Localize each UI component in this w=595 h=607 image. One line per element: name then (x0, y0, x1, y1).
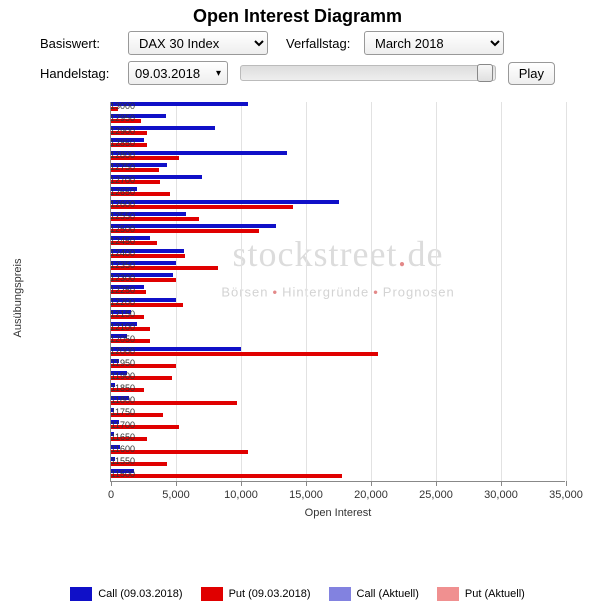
bar-call (111, 224, 276, 228)
legend-item: Call (09.03.2018) (70, 587, 182, 601)
plot-area: stockstreet.de Börsen•Hintergründe•Progn… (110, 102, 565, 482)
y-tick-label: 12900 (110, 126, 135, 136)
y-tick-label: 12700 (110, 175, 135, 185)
y-tick-label: 12200 (110, 297, 135, 307)
legend-item: Put (09.03.2018) (201, 587, 311, 601)
y-tick-label: 11600 (111, 444, 135, 454)
y-tick-label: 12000 (110, 346, 135, 356)
y-tick-label: 11900 (111, 371, 135, 381)
basiswert-label: Basiswert: (40, 36, 120, 51)
legend-swatch (329, 587, 351, 601)
y-tick-label: 11650 (111, 432, 135, 442)
legend-label: Call (09.03.2018) (98, 588, 182, 600)
chevron-down-icon: ▾ (216, 68, 221, 79)
x-tick-label: 20,000 (354, 489, 388, 501)
y-tick-label: 11550 (111, 456, 135, 466)
bar-call (111, 200, 339, 204)
legend-label: Call (Aktuell) (357, 588, 419, 600)
x-tick-label: 15,000 (289, 489, 323, 501)
y-tick-label: 12100 (110, 322, 135, 332)
y-tick-label: 12450 (110, 236, 135, 246)
legend-label: Put (Aktuell) (465, 588, 525, 600)
slider-handle[interactable] (477, 64, 493, 82)
watermark-tagline: Börsen•Hintergründe•Prognosen (221, 284, 454, 299)
y-tick-label: 12550 (110, 211, 135, 221)
y-tick-label: 11700 (111, 420, 135, 430)
legend-label: Put (09.03.2018) (229, 588, 311, 600)
chart-area: Ausübungspreis stockstreet.de Börsen•Hin… (0, 92, 595, 532)
verfallstag-select[interactable]: March 2018 (364, 31, 504, 55)
timeline-slider[interactable] (240, 65, 496, 81)
y-tick-label: 11800 (111, 395, 135, 405)
x-tick-label: 25,000 (419, 489, 453, 501)
bar-put (111, 352, 378, 356)
y-tick-label: 12500 (110, 224, 135, 234)
y-tick-label: 12950 (110, 113, 135, 123)
y-tick-label: 11950 (111, 358, 135, 368)
y-tick-label: 11850 (111, 383, 135, 393)
y-tick-label: 12800 (110, 150, 135, 160)
x-tick-label: 5,000 (162, 489, 190, 501)
x-tick-label: 10,000 (224, 489, 258, 501)
y-tick-label: 12850 (110, 138, 135, 148)
legend-swatch (437, 587, 459, 601)
y-tick-label: 12600 (110, 199, 135, 209)
x-tick-label: 0 (108, 489, 114, 501)
y-tick-label: 12150 (110, 309, 135, 319)
legend-item: Put (Aktuell) (437, 587, 525, 601)
y-tick-label: 11750 (111, 407, 135, 417)
verfallstag-label: Verfallstag: (286, 36, 356, 51)
legend-item: Call (Aktuell) (329, 587, 419, 601)
legend: Call (09.03.2018) Put (09.03.2018) Call (A… (0, 587, 595, 601)
y-tick-label: 12750 (110, 162, 135, 172)
y-axis-label: Ausübungspreis (12, 259, 24, 338)
bar-put (111, 474, 342, 478)
x-axis-label: Open Interest (305, 507, 372, 519)
handelstag-date-select[interactable]: 09.03.2018▾ (128, 61, 228, 85)
bar-put (111, 205, 293, 209)
y-tick-label: 13000 (110, 101, 135, 111)
app-container: Open Interest Diagramm Basiswert: DAX 30… (0, 0, 595, 607)
x-tick-label: 30,000 (484, 489, 518, 501)
handelstag-label: Handelstag: (40, 66, 120, 81)
bar-call (111, 151, 287, 155)
x-tick-label: 35,000 (549, 489, 583, 501)
y-tick-label: 12250 (110, 285, 135, 295)
basiswert-select[interactable]: DAX 30 Index (128, 31, 268, 55)
y-tick-label: 12050 (110, 334, 135, 344)
y-tick-label: 12650 (110, 187, 135, 197)
controls-panel: Basiswert: DAX 30 Index Verfallstag: Mar… (0, 31, 595, 85)
page-title: Open Interest Diagramm (0, 0, 595, 31)
watermark-brand: stockstreet.de (233, 233, 444, 275)
y-tick-label: 12400 (110, 248, 135, 258)
play-button[interactable]: Play (508, 62, 555, 85)
legend-swatch (201, 587, 223, 601)
y-tick-label: 12350 (110, 260, 135, 270)
legend-swatch (70, 587, 92, 601)
y-tick-label: 11500 (111, 469, 135, 479)
y-tick-label: 12300 (110, 273, 135, 283)
